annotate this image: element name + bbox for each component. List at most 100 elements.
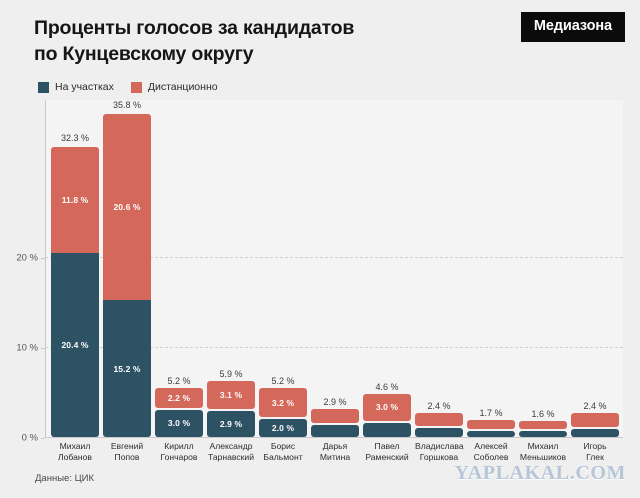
y-tick-label-20: 20 % [16,252,38,264]
bar-segment-polls[interactable]: 20.4 % [51,253,99,437]
bar-segment-remote[interactable] [311,408,359,424]
bar-segment-remote-value: 3.2 % [271,397,295,408]
brand-badge-mediazona: Медиазона [520,12,625,42]
x-axis-label-line-1: Игорь [583,441,607,451]
bar-total-label: 5.9 % [219,368,243,379]
x-axis-label-line-1: Михаил [59,441,91,451]
x-axis-label: Евгений Попов [103,441,151,464]
bar-segment-remote[interactable] [467,419,515,429]
bar-group[interactable]: 1.6 % [519,409,567,437]
watermark: YAPLAKAL.COM [454,462,626,484]
bar-segment-remote[interactable]: 11.8 % [51,146,99,254]
y-axis-line [45,100,46,438]
x-axis-label: Михаил Лобанов [51,441,99,464]
chart-legend: На участках Дистанционно [38,81,218,93]
x-axis-label-line-2: Меньшиков [519,452,567,463]
bar-total-label: 5.2 % [167,376,191,387]
x-axis-label-line-2: Лобанов [57,452,92,463]
y-tick-mark-0 [41,438,45,439]
bar-segment-remote-value: 11.8 % [61,194,89,205]
legend-swatch-remote [130,81,142,93]
source-note: Данные: ЦИК [35,473,94,484]
gridline-0: 0 % [22,433,623,444]
gridline-20: 20 % [16,252,623,263]
bar-total-label: 5.2 % [271,376,295,387]
bar-group[interactable]: 2.4 % [571,401,619,437]
bar-segment-remote[interactable] [415,413,463,426]
bar-group[interactable]: 1.7 % [467,408,515,437]
bar-segment-polls[interactable] [467,430,515,437]
bar-segment-polls-value: 20.4 % [61,340,89,351]
x-axis-label-line-2: Попов [114,452,140,463]
x-axis-label: Борис Бальмонт [259,441,307,464]
bar-group[interactable]: 35.8 % 20.6 % 15.2 % [103,100,151,437]
plot-area: 0 % 10 % 20 % 32.3 % 11.8 % 20.4 % 35.8 % 20.6… [16,100,623,444]
bar-group[interactable]: 2.4 % [415,401,463,437]
legend-swatch-polls [38,81,49,93]
bar-segment-remote[interactable] [571,413,619,427]
bar-segment-remote-value: 2.2 % [167,393,191,404]
page-title-line-1: Проценты голосов за кандидатов [34,17,355,39]
bar-group[interactable]: 5.2 % 3.2 % 2.0 % [259,376,307,437]
x-axis-label-line-2: Соболев [473,452,509,463]
bar-segment-polls[interactable]: 2.9 % [207,410,255,437]
bar-segment-remote[interactable]: 3.1 % [207,380,255,409]
x-axis-label-line-2: Митина [319,452,351,463]
x-axis-label-line-1: Кирилл [164,441,194,451]
x-axis-label: Павел Раменский [363,441,411,464]
bar-segment-polls[interactable]: 2.0 % [259,418,307,437]
bar-total-label: 2.9 % [323,396,347,407]
bar-segment-remote[interactable]: 2.2 % [155,388,203,408]
legend-label-remote: Дистанционно [147,81,218,93]
bar-segment-polls[interactable] [571,428,619,437]
x-axis-label: Михаил Меньшиков [519,441,567,464]
bar-segment-polls[interactable] [311,425,359,437]
x-axis-label: Кирилл Гончаров [155,441,203,464]
x-axis-label: Игорь Глек [571,441,619,464]
bar-total-label: 1.7 % [479,407,503,418]
bar-segment-polls-value: 3.0 % [167,418,191,429]
bar-group[interactable]: 5.2 % 2.2 % 3.0 % [155,376,203,437]
bar-total-label: 2.4 % [427,401,451,412]
bar-segment-polls[interactable]: 3.0 % [155,409,203,437]
bar-segment-polls[interactable]: 15.2 % [103,300,151,437]
y-tick-mark-10 [41,347,45,349]
x-axis-label: Александр Тарнавский [207,441,255,464]
bar-segment-remote[interactable]: 3.2 % [259,388,307,417]
bar-group[interactable]: 4.6 % 3.0 % [363,382,411,437]
legend-item-polls[interactable]: На участках [38,81,114,93]
bar-total-label: 2.4 % [583,401,607,412]
x-axis-label-line-1: Алексей [474,441,508,451]
bar-segment-remote-value: 20.6 % [113,202,141,213]
bar-segment-remote[interactable]: 3.0 % [363,393,411,421]
legend-item-remote[interactable]: Дистанционно [130,81,218,93]
x-axis-label-line-1: Владислава [415,441,464,451]
bar-segment-polls-value: 2.0 % [271,422,295,433]
bar-total-label: 4.6 % [375,381,399,392]
bar-segment-remote-value: 3.0 % [375,402,399,413]
x-axis-label-line-2: Глек [586,452,604,463]
x-axis-label-line-1: Михаил [527,441,559,451]
x-axis-label: Владислава Горшкова [415,441,464,464]
bar-segment-polls[interactable] [519,430,567,437]
chart-header: Проценты голосов за кандидатов по Кунцев… [34,16,622,74]
bar-group[interactable]: 5.9 % 3.1 % 2.9 % [207,369,255,437]
bar-segment-remote[interactable] [519,420,567,429]
x-axis-label-line-2: Бальмонт [263,452,303,463]
y-tick-label-10: 10 % [16,342,38,354]
page-title: Проценты голосов за кандидатов по Кунцев… [34,16,434,68]
x-axis-label-line-1: Павел [374,441,400,451]
x-axis-label-line-2: Горшкова [419,452,459,463]
x-axis-labels: Михаил Лобанов Евгений Попов Кирилл Гончаров А… [46,441,623,464]
y-tick-mark-20 [41,257,45,259]
gridline-10: 10 % [16,342,623,353]
bar-group[interactable]: 2.9 % [311,397,359,437]
bar-segment-remote[interactable]: 20.6 % [103,114,151,300]
x-axis-label-line-2: Тарнавский [207,452,255,463]
bar-segment-polls[interactable] [363,422,411,437]
x-axis-label-line-1: Александр [209,441,253,451]
x-axis-label-line-1: Евгений [110,441,144,451]
bar-segment-polls[interactable] [415,428,463,437]
bar-group[interactable]: 32.3 % 11.8 % 20.4 % [51,133,99,437]
bar-segment-polls-value: 2.9 % [219,418,243,429]
